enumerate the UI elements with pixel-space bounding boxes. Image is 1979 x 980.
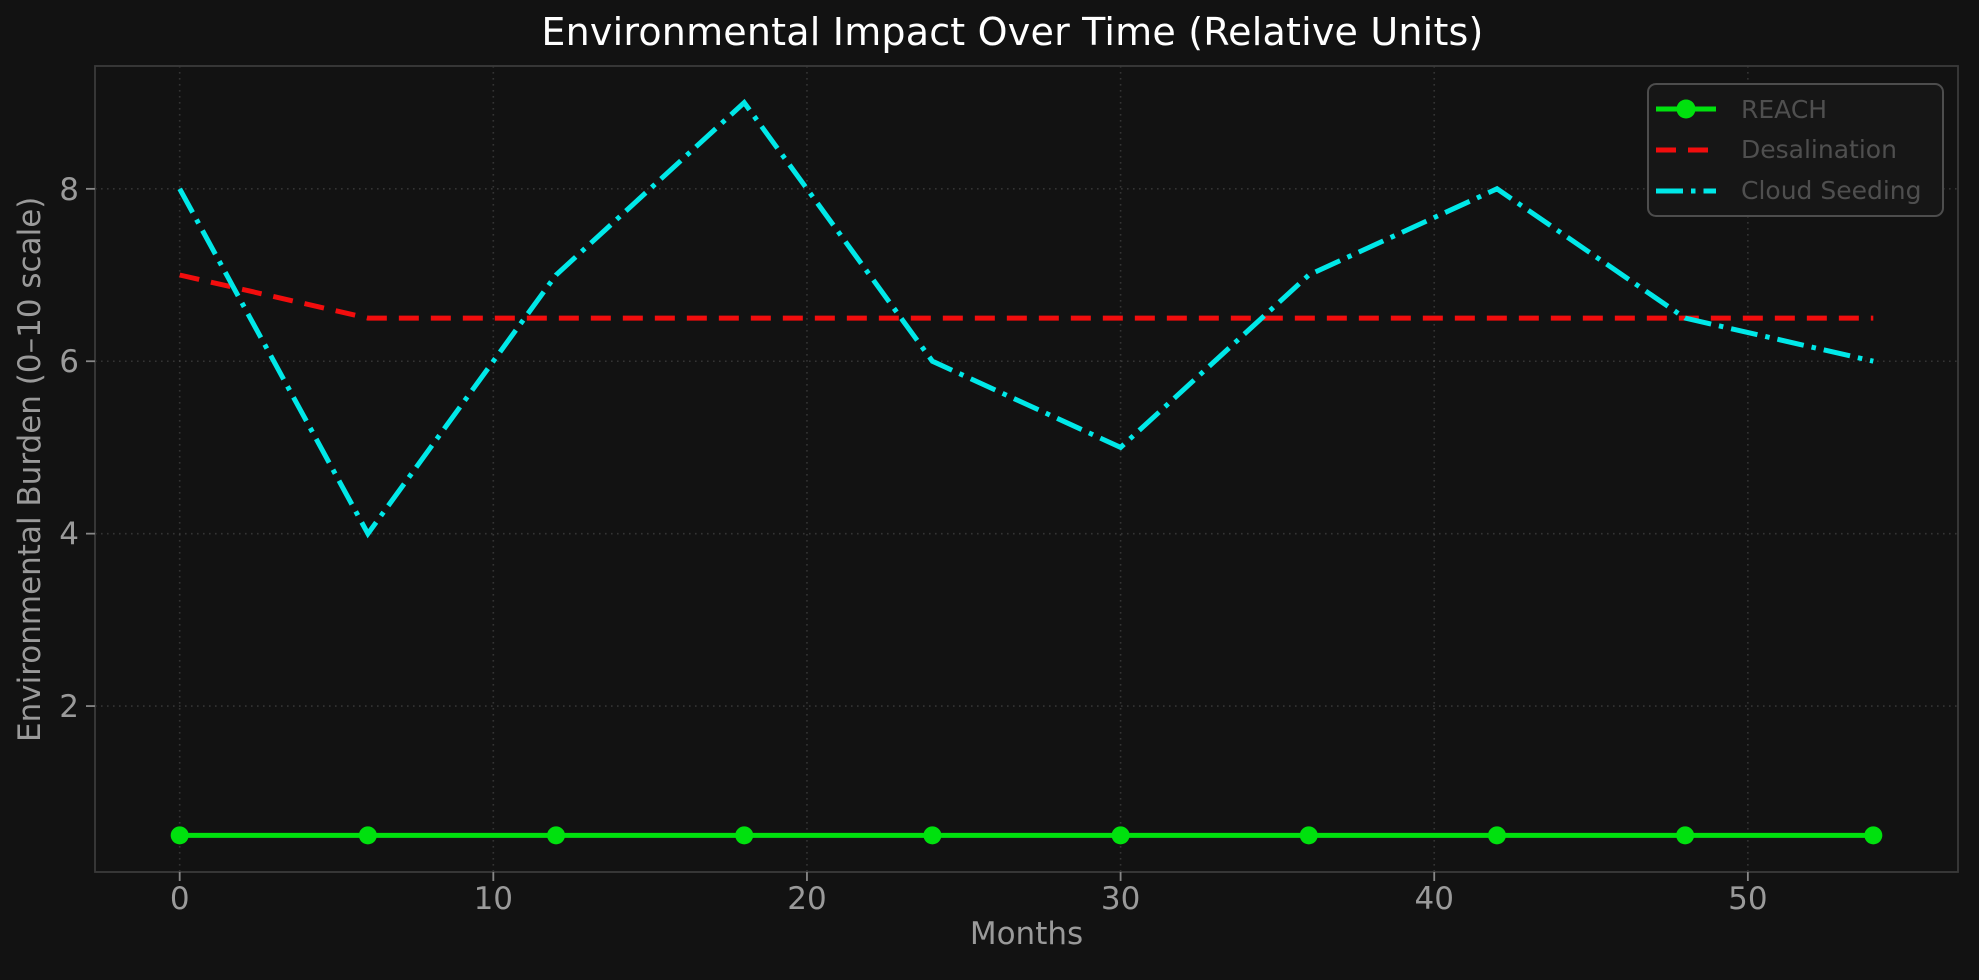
y-axis-label: Environmental Burden (0–10 scale) (12, 196, 48, 742)
series-marker-reach (170, 826, 189, 845)
series-marker-reach (735, 826, 754, 845)
legend-line-sample (1656, 147, 1716, 153)
series-marker-reach (1111, 826, 1130, 845)
legend-entry-cloud-seeding: Cloud Seeding (1655, 171, 1934, 211)
series-marker-reach (547, 826, 566, 845)
x-tick-label: 10 (474, 881, 513, 917)
y-tick-label: 8 (59, 172, 79, 208)
legend: REACH Desalination Cloud Seeding (1647, 83, 1944, 217)
x-tick-label: 0 (170, 881, 190, 917)
x-tick-label: 30 (1101, 881, 1140, 917)
series-marker-reach (1864, 826, 1883, 845)
y-tick-label: 2 (59, 689, 79, 725)
legend-label: Desalination (1741, 135, 1897, 165)
legend-sample-marker (1676, 99, 1696, 119)
x-tick-label: 20 (787, 881, 826, 917)
series-marker-reach (1299, 826, 1318, 845)
series-marker-reach (1676, 826, 1695, 845)
x-tick-label: 50 (1728, 881, 1767, 917)
legend-line-sample (1656, 99, 1716, 119)
series-marker-reach (1487, 826, 1506, 845)
y-tick-label: 4 (59, 517, 79, 553)
series-line-desalination (179, 272, 1874, 321)
x-axis-label: Months (969, 916, 1084, 952)
y-tick-label: 6 (59, 344, 79, 380)
series-marker-reach (358, 826, 377, 845)
series-marker-reach (923, 826, 942, 845)
legend-line-sample (1656, 188, 1716, 194)
axes-spines (94, 65, 1959, 873)
x-tick-label: 40 (1415, 881, 1454, 917)
legend-label: REACH (1741, 94, 1828, 124)
legend-entry-reach: REACH (1655, 89, 1934, 129)
legend-label: Cloud Seeding (1741, 176, 1922, 206)
chart-title: Environmental Impact Over Time (Relative… (541, 10, 1484, 54)
legend-entry-desalination: Desalination (1655, 130, 1934, 170)
series-line-cloud-seeding (177, 98, 1874, 539)
